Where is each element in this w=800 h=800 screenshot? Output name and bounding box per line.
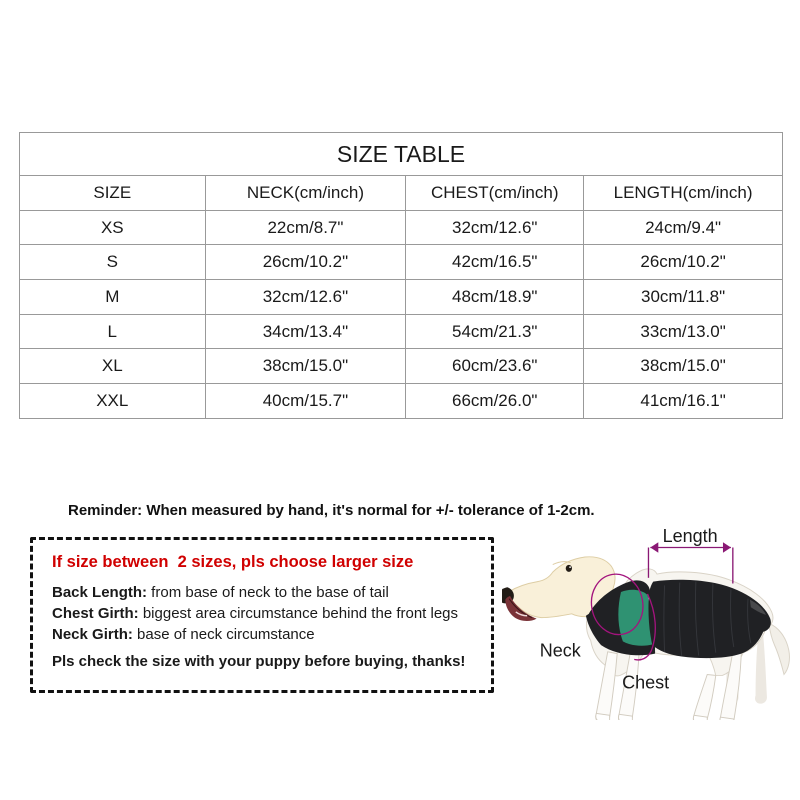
- svg-text:Neck: Neck: [540, 640, 582, 660]
- svg-text:Chest: Chest: [622, 673, 669, 693]
- svg-text:Length: Length: [663, 526, 718, 546]
